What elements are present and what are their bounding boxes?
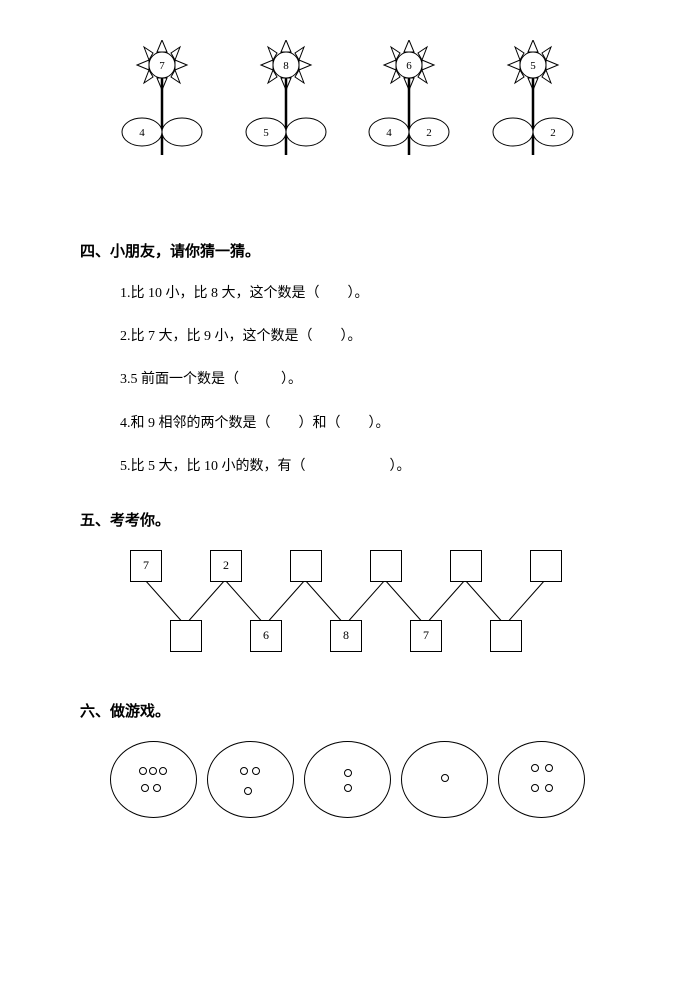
- number-bonds-diagram: 7 2 6 8 7: [120, 550, 615, 660]
- bond-bottom-1: [170, 620, 202, 652]
- oval-1: [110, 741, 197, 818]
- bond-bottom-5: [490, 620, 522, 652]
- oval-3: [304, 741, 391, 818]
- flower-center-text: 7: [159, 60, 165, 72]
- bond-top-6: [530, 550, 562, 582]
- section-6-header: 六、做游戏。: [80, 700, 615, 721]
- ovals-game: [110, 741, 585, 818]
- question-4-1: 1.比 10 小，比 8 大，这个数是（ ）。: [120, 281, 615, 306]
- oval-4: [401, 741, 488, 818]
- svg-text:8: 8: [283, 60, 289, 72]
- svg-text:5: 5: [530, 60, 536, 72]
- bond-top-5: [450, 550, 482, 582]
- svg-text:6: 6: [407, 60, 413, 72]
- svg-text:2: 2: [427, 127, 433, 139]
- flower-4: 5 2: [483, 40, 583, 190]
- leaf-left-text: 4: [139, 127, 145, 139]
- svg-text:2: 2: [550, 127, 556, 139]
- flower-3: 6 4 2: [359, 40, 459, 190]
- bond-top-1: 7: [130, 550, 162, 582]
- question-4-4: 4.和 9 相邻的两个数是（ ）和（ ）。: [120, 411, 615, 436]
- flower-1: 7 4: [112, 40, 212, 190]
- bond-top-3: [290, 550, 322, 582]
- question-4-5: 5.比 5 大，比 10 小的数，有（ ）。: [120, 454, 615, 479]
- svg-text:5: 5: [263, 127, 269, 139]
- bond-bottom-2: 6: [250, 620, 282, 652]
- section-4-header: 四、小朋友，请你猜一猜。: [80, 240, 615, 261]
- section-5-header: 五、考考你。: [80, 509, 615, 530]
- flower-2: 8 5: [236, 40, 336, 190]
- bond-top-2: 2: [210, 550, 242, 582]
- bond-bottom-4: 7: [410, 620, 442, 652]
- oval-5: [498, 741, 585, 818]
- bond-top-4: [370, 550, 402, 582]
- oval-2: [207, 741, 294, 818]
- svg-text:4: 4: [387, 127, 393, 139]
- flowers-section: 7 4 8: [80, 40, 615, 190]
- question-4-2: 2.比 7 大，比 9 小，这个数是（ ）。: [120, 324, 615, 349]
- question-4-3: 3.5 前面一个数是（ ）。: [120, 367, 615, 392]
- bond-bottom-3: 8: [330, 620, 362, 652]
